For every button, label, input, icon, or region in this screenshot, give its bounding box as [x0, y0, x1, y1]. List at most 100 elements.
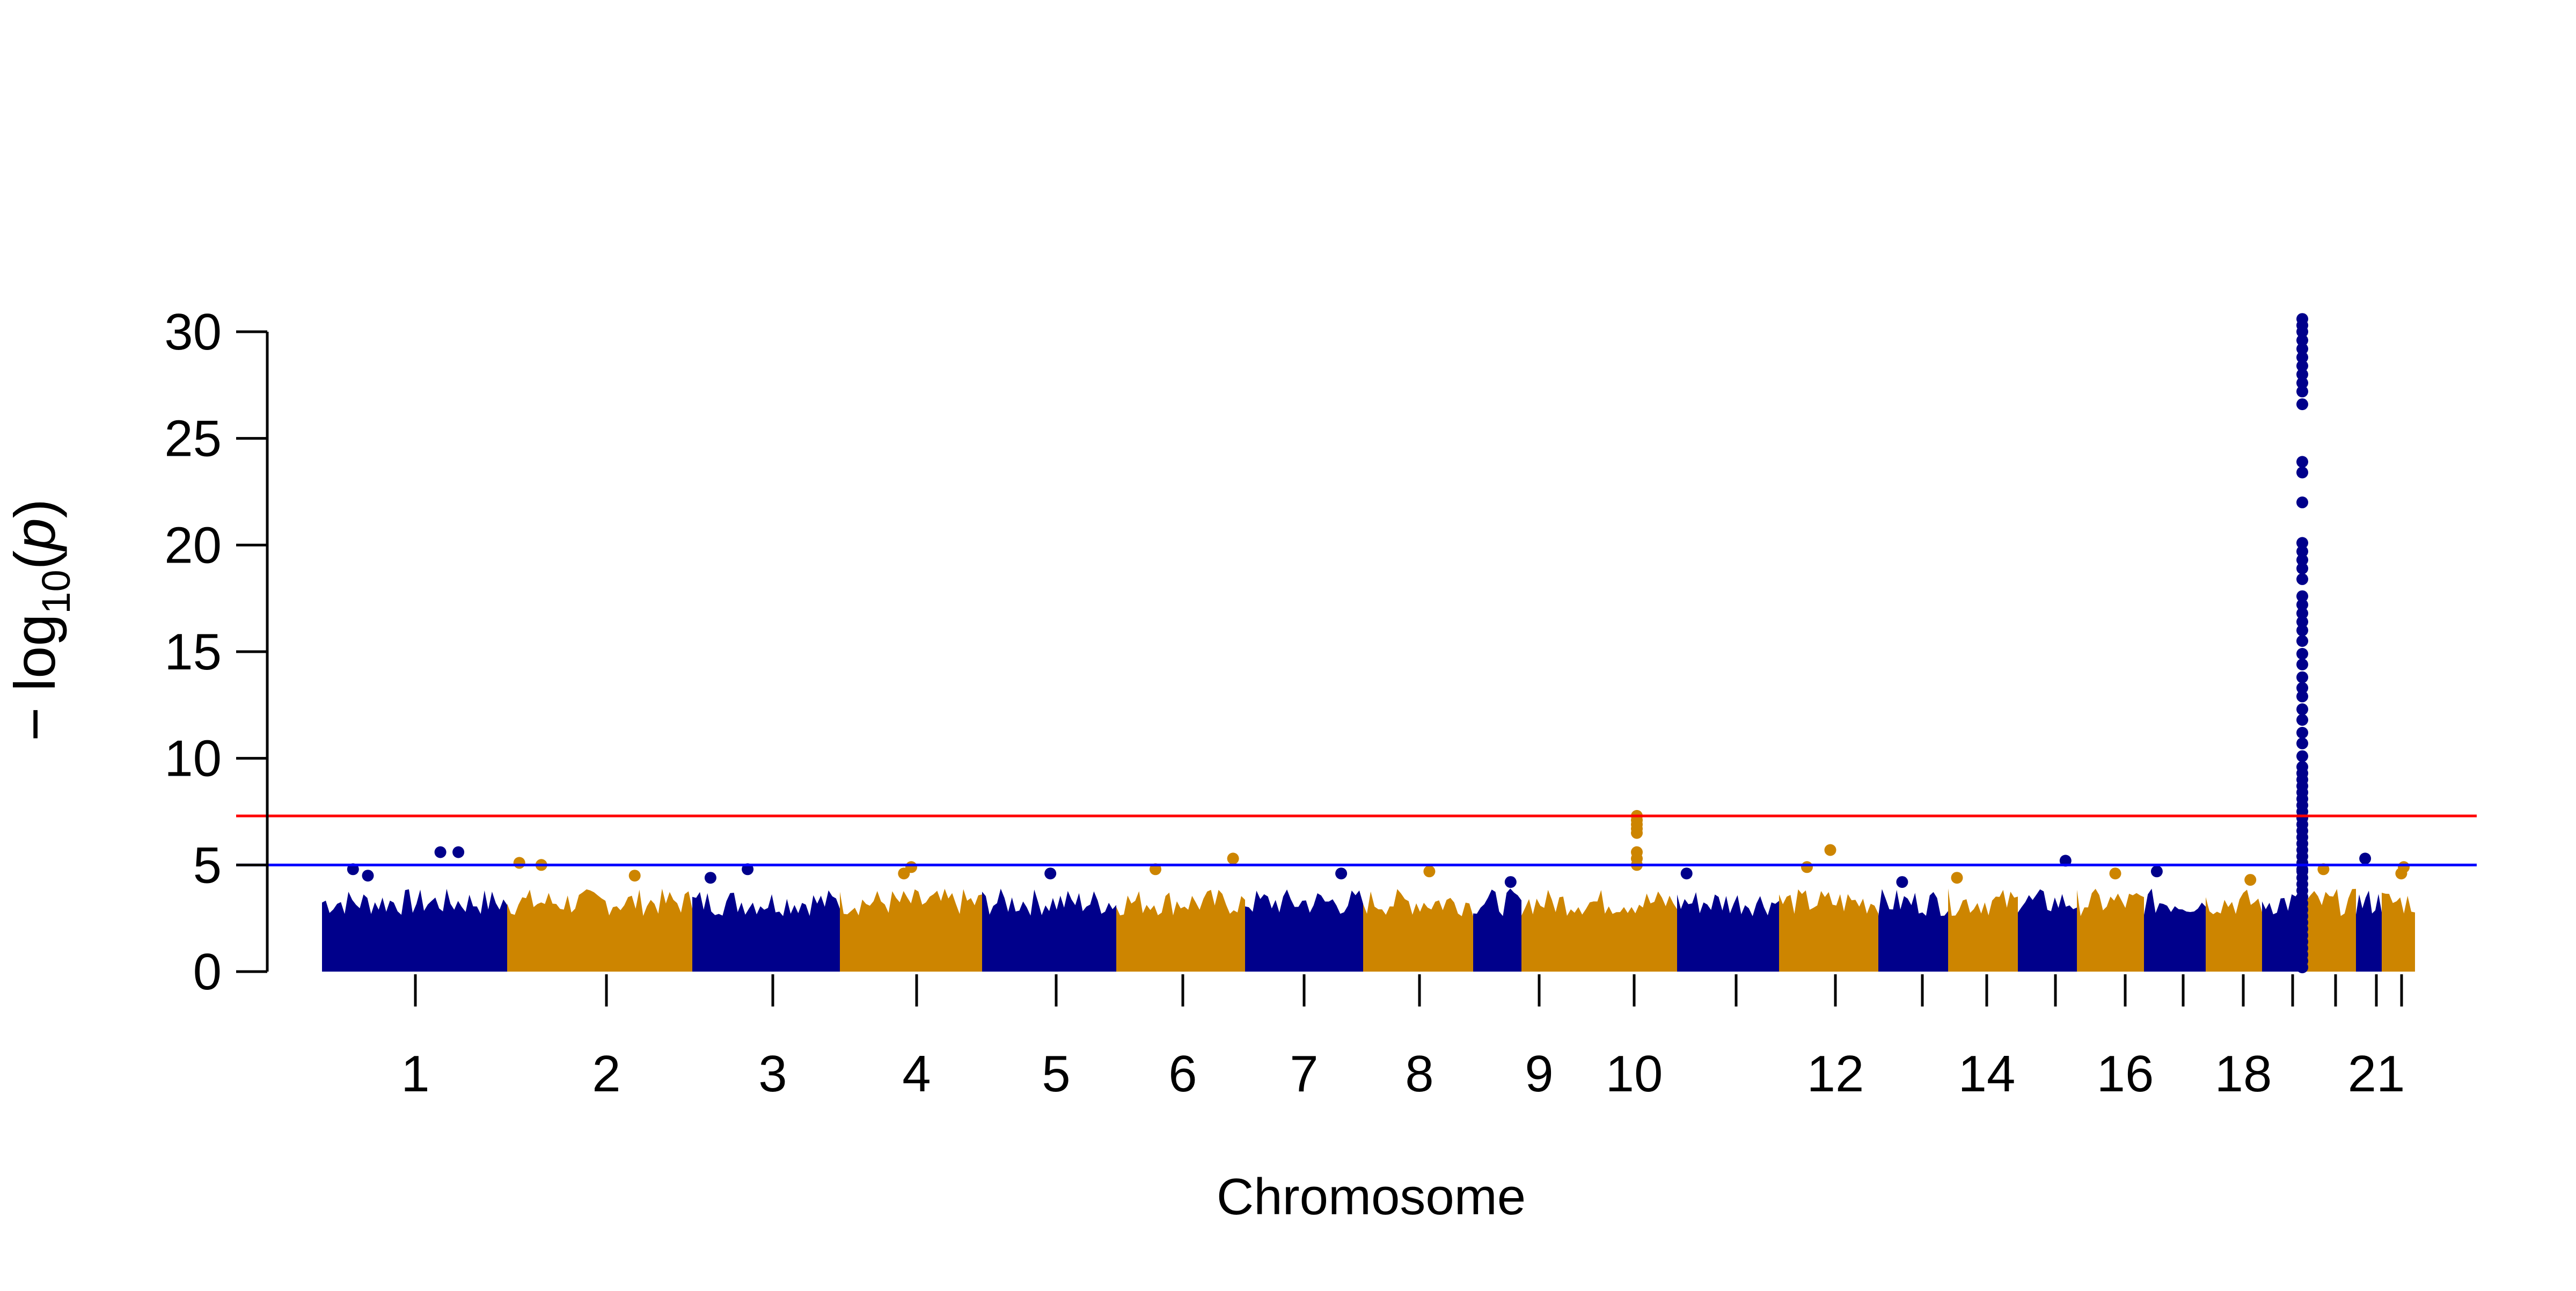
chr-3-point-band — [692, 890, 840, 972]
x-tick-label: 14 — [1958, 1045, 2016, 1103]
chr-19-point — [2296, 554, 2308, 566]
chr-19-point — [2296, 714, 2308, 726]
x-tick-label: 4 — [902, 1045, 931, 1103]
chr-19-point — [2296, 351, 2308, 363]
chr-19-point — [2296, 658, 2308, 670]
x-tick-label: 8 — [1405, 1045, 1433, 1103]
chr-6-point — [1227, 852, 1239, 865]
chr-4-point-band — [840, 888, 982, 972]
y-axis-title: − log10(p) — [2, 499, 78, 741]
y-tick-label: 10 — [164, 730, 222, 787]
chr-19-point — [2296, 377, 2308, 389]
chr-19-point — [2296, 545, 2308, 558]
chr-19-point — [2296, 368, 2308, 381]
chr-7-point — [1335, 867, 1348, 880]
chr-19-point — [2296, 590, 2308, 602]
chr-19-point — [2296, 466, 2308, 479]
y-tick-label: 30 — [164, 303, 222, 361]
chr-19-point — [2296, 334, 2308, 346]
chr-11-point-band — [1677, 892, 1779, 972]
chr-17-point — [2150, 865, 2163, 878]
chr-17-point-band — [2144, 888, 2206, 972]
chr-8-point-band — [1363, 889, 1473, 972]
chr-18-point-band — [2206, 889, 2262, 972]
x-tick-label: 16 — [2097, 1045, 2154, 1103]
chr-1-point — [362, 870, 374, 882]
chr-19-point — [2296, 385, 2308, 398]
y-tick-label: 15 — [164, 623, 222, 681]
chr-12-point — [1824, 844, 1836, 856]
chr-11-point — [1680, 867, 1693, 880]
chr-19-point — [2296, 573, 2308, 585]
chr-7-point-band — [1245, 889, 1363, 972]
chr-19-point — [2296, 360, 2308, 372]
threshold-lines — [236, 814, 2477, 866]
chr-19-point — [2296, 727, 2308, 739]
chr-6-point-band — [1116, 889, 1245, 972]
chr-19-point — [2296, 750, 2308, 762]
chr-4-point — [898, 867, 910, 880]
y-tick-label: 0 — [193, 943, 222, 1001]
chr-19-point — [2296, 342, 2308, 355]
chr-14-point-band — [1948, 888, 2018, 972]
chr-19-point — [2296, 563, 2308, 574]
chr-21-point-band — [2356, 891, 2382, 972]
chromosome-point-bands — [322, 888, 2415, 972]
x-axis-title: Chromosome — [1217, 1168, 1526, 1226]
chr-13-point — [1896, 876, 1908, 888]
x-tick-label: 1 — [401, 1045, 429, 1103]
y-axis: 0 5 10 15 20 25 30 — [164, 303, 269, 1001]
chr-12-point — [1801, 861, 1813, 873]
chr-19-point — [2296, 624, 2308, 637]
chr-3-point — [704, 872, 716, 884]
x-tick-label: 7 — [1290, 1045, 1318, 1103]
chr-19-point — [2296, 537, 2308, 549]
x-tick-label: 5 — [1042, 1045, 1070, 1103]
chr-14-point — [1951, 872, 1963, 884]
chr-1-point — [452, 846, 465, 858]
x-tick-label: 18 — [2215, 1045, 2272, 1103]
chr-22-point-band — [2382, 893, 2415, 972]
chr-10-point-band — [1521, 889, 1677, 972]
chr-13-point-band — [1878, 889, 1948, 972]
chr-19-point — [2296, 496, 2308, 508]
chr-2-point — [628, 870, 641, 882]
chr-19-point — [2296, 648, 2308, 660]
chr-19-point — [2296, 690, 2308, 703]
x-tick-label: 3 — [758, 1045, 787, 1103]
chr-19-point — [2296, 599, 2308, 611]
y-tick-label: 25 — [164, 410, 222, 468]
chr-19-point — [2296, 682, 2308, 694]
x-tick-label: 21 — [2348, 1045, 2405, 1103]
chr-19-point — [2296, 326, 2308, 338]
chr-9-point-band — [1473, 888, 1521, 972]
chr-19-point — [2296, 398, 2308, 411]
chr-19-point — [2296, 737, 2308, 749]
chr-21-point — [2359, 852, 2372, 865]
chr-8-point — [1423, 865, 1436, 878]
y-tick-label: 20 — [164, 516, 222, 574]
chr-19-point-band — [2262, 892, 2307, 972]
chr-22-point — [2395, 867, 2407, 880]
y-tick-label: 5 — [193, 836, 222, 894]
x-axis: 1 2 3 4 5 6 7 8 9 10 12 14 16 18 21 — [401, 974, 2405, 1103]
chr-15-point-band — [2018, 889, 2077, 972]
chr-1-point — [434, 846, 447, 858]
chr-2-point — [513, 857, 525, 869]
chr-9-point — [1504, 876, 1517, 888]
chr-19-point — [2296, 635, 2308, 647]
data-points — [347, 313, 2410, 974]
x-tick-label: 12 — [1807, 1045, 1864, 1103]
chr-19-point — [2296, 456, 2308, 468]
chr-18-point — [2244, 874, 2257, 886]
chr-19-point — [2296, 671, 2308, 683]
chr-20-point-band — [2307, 888, 2356, 972]
chr-19-point — [2296, 607, 2308, 619]
chr-19-point — [2296, 616, 2308, 628]
chr-1-point-band — [322, 888, 507, 972]
chr-16-point — [2109, 867, 2121, 880]
x-tick-label: 9 — [1525, 1045, 1553, 1103]
chr-10-point — [1631, 827, 1643, 839]
